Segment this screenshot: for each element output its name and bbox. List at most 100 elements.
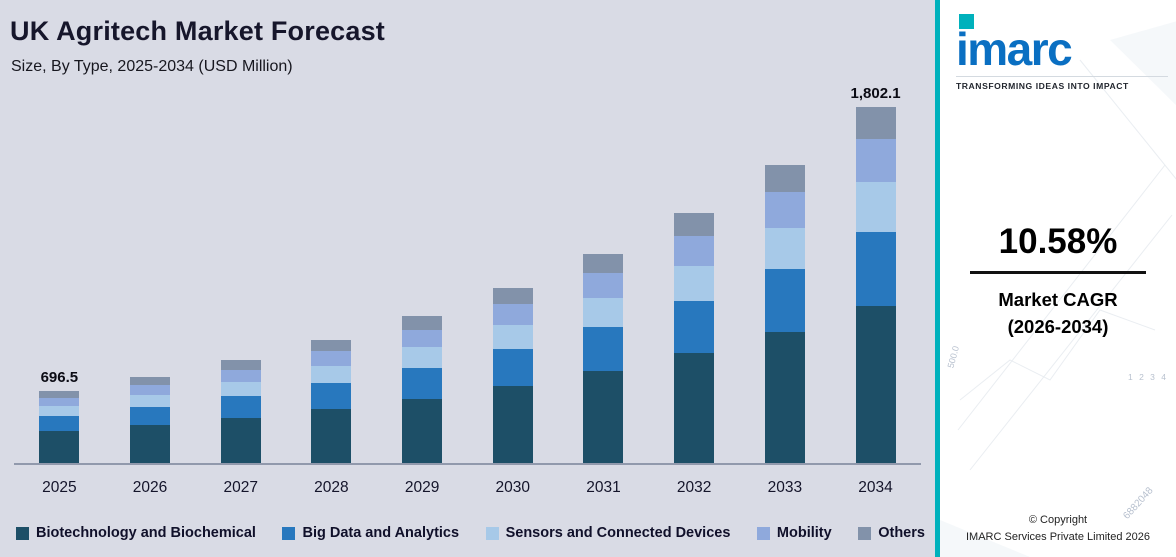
- segment-mobility: [674, 235, 715, 266]
- segment-big-data-and-analytics: [583, 327, 624, 372]
- segment-sensors-and-connected-devices: [764, 227, 805, 270]
- segment-mobility: [583, 272, 624, 298]
- bar-plot: 696.5 1,802.1: [14, 81, 921, 465]
- legend-label: Mobility: [776, 525, 832, 541]
- bar-2030: [492, 266, 533, 463]
- segment-others: [492, 288, 533, 304]
- chart-area: UK Agritech Market Forecast Size, By Typ…: [0, 0, 935, 557]
- segment-others: [764, 164, 805, 192]
- segment-mobility: [855, 139, 896, 182]
- x-label-2027: 2027: [223, 479, 258, 496]
- segment-big-data-and-analytics: [492, 349, 533, 386]
- bar-2026: [130, 355, 171, 463]
- legend-item-biotechnology-and-biochemical: Biotechnology and Biochemical: [16, 525, 256, 541]
- segment-mobility: [492, 303, 533, 325]
- legend-swatch-icon: [282, 526, 296, 540]
- legend-swatch-icon: [485, 526, 499, 540]
- cagr-period: (2026-2034): [1007, 315, 1109, 337]
- segment-mobility: [220, 369, 261, 382]
- bar-2032: [674, 191, 715, 463]
- imarc-logo: imarc TRANSFORMING IDEAS INTO IMPACT: [956, 14, 1168, 91]
- bar-2027: [220, 338, 261, 463]
- segment-biotechnology-and-biochemical: [764, 331, 805, 463]
- legend-label: Sensors and Connected Devices: [505, 525, 731, 541]
- segment-others: [402, 316, 443, 330]
- imarc-logo-square-icon: [959, 14, 974, 29]
- legend-label: Big Data and Analytics: [302, 525, 460, 541]
- segment-sensors-and-connected-devices: [130, 395, 171, 408]
- segment-biotechnology-and-biochemical: [130, 425, 171, 463]
- bar-2031: [583, 232, 624, 463]
- segment-others: [130, 377, 171, 385]
- segment-mobility: [39, 397, 80, 407]
- x-axis-labels: 2025 2026 2027 2028 2029 2030 2031 2032 2033 2034: [14, 479, 921, 497]
- bar-2025: 696.5: [39, 369, 80, 463]
- x-label-2030: 2030: [495, 479, 531, 496]
- x-label-2031: 2031: [586, 479, 621, 496]
- segment-biotechnology-and-biochemical: [492, 386, 533, 463]
- segment-big-data-and-analytics: [39, 416, 80, 432]
- segment-sensors-and-connected-devices: [855, 181, 896, 232]
- segment-big-data-and-analytics: [855, 231, 896, 307]
- segment-biotechnology-and-biochemical: [39, 431, 80, 463]
- cagr-value: 10.58%: [998, 222, 1118, 261]
- segment-biotechnology-and-biochemical: [674, 353, 715, 463]
- x-label-2033: 2033: [767, 479, 803, 496]
- segment-big-data-and-analytics: [311, 383, 352, 409]
- watermark-text: 1 2 3 4: [1128, 372, 1168, 382]
- segment-big-data-and-analytics: [402, 367, 443, 399]
- segment-others: [39, 391, 80, 398]
- legend-swatch-icon: [858, 526, 872, 540]
- x-label-2032: 2032: [676, 479, 712, 496]
- segment-mobility: [130, 384, 171, 396]
- chart-subtitle: Size, By Type, 2025-2034 (USD Million): [11, 58, 293, 75]
- segment-others: [220, 360, 261, 370]
- segment-others: [674, 213, 715, 236]
- cagr-underline: [970, 271, 1146, 274]
- segment-biotechnology-and-biochemical: [220, 417, 261, 463]
- segment-biotechnology-and-biochemical: [583, 371, 624, 463]
- x-label-2028: 2028: [314, 479, 349, 496]
- segment-biotechnology-and-biochemical: [402, 398, 443, 463]
- bar-value-label: 1,802.1: [850, 85, 901, 103]
- segment-sensors-and-connected-devices: [492, 324, 533, 350]
- x-label-2025: 2025: [42, 479, 77, 496]
- segment-big-data-and-analytics: [130, 407, 171, 426]
- legend-item-big-data-and-analytics: Big Data and Analytics: [282, 525, 459, 541]
- segment-biotechnology-and-biochemical: [855, 306, 896, 463]
- legend-item-others: Others: [858, 525, 925, 541]
- segment-sensors-and-connected-devices: [220, 381, 261, 397]
- chart-title: UK Agritech Market Forecast: [10, 16, 386, 46]
- copyright-line2: IMARC Services Private Limited 2026: [965, 530, 1150, 543]
- x-label-2029: 2029: [404, 479, 440, 496]
- imarc-tagline: TRANSFORMING IDEAS INTO IMPACT: [956, 76, 1168, 91]
- copyright: © Copyright IMARC Services Private Limit…: [946, 512, 1170, 545]
- cagr-label: Market CAGR: [998, 289, 1118, 310]
- bar-2034: 1,802.1: [851, 85, 901, 463]
- segment-mobility: [311, 351, 352, 367]
- segment-sensors-and-connected-devices: [39, 406, 80, 417]
- segment-sensors-and-connected-devices: [311, 366, 352, 384]
- segment-biotechnology-and-biochemical: [311, 409, 352, 463]
- legend-label: Biotechnology and Biochemical: [36, 525, 256, 541]
- x-label-2026: 2026: [132, 479, 168, 496]
- cagr-block: 10.58% Market CAGR (2026-2034): [950, 222, 1166, 341]
- segment-big-data-and-analytics: [674, 300, 715, 354]
- segment-sensors-and-connected-devices: [674, 265, 715, 301]
- watermark-text: 500.0: [945, 344, 962, 370]
- legend-item-sensors-and-connected-devices: Sensors and Connected Devices: [485, 525, 731, 541]
- segment-sensors-and-connected-devices: [402, 347, 443, 368]
- segment-mobility: [764, 191, 805, 228]
- bar-2033: [764, 143, 805, 463]
- side-panel: imarc TRANSFORMING IDEAS INTO IMPACT 10.…: [935, 0, 1176, 557]
- bar-value-label: 696.5: [40, 369, 79, 387]
- legend-item-mobility: Mobility: [756, 525, 832, 541]
- legend: Biotechnology and Biochemical Big Data an…: [16, 525, 925, 541]
- legend-label: Others: [878, 525, 925, 541]
- copyright-line1: © Copyright: [1028, 514, 1088, 526]
- segment-big-data-and-analytics: [220, 396, 261, 418]
- segment-others: [855, 107, 896, 140]
- segment-others: [583, 254, 624, 273]
- segment-mobility: [402, 329, 443, 348]
